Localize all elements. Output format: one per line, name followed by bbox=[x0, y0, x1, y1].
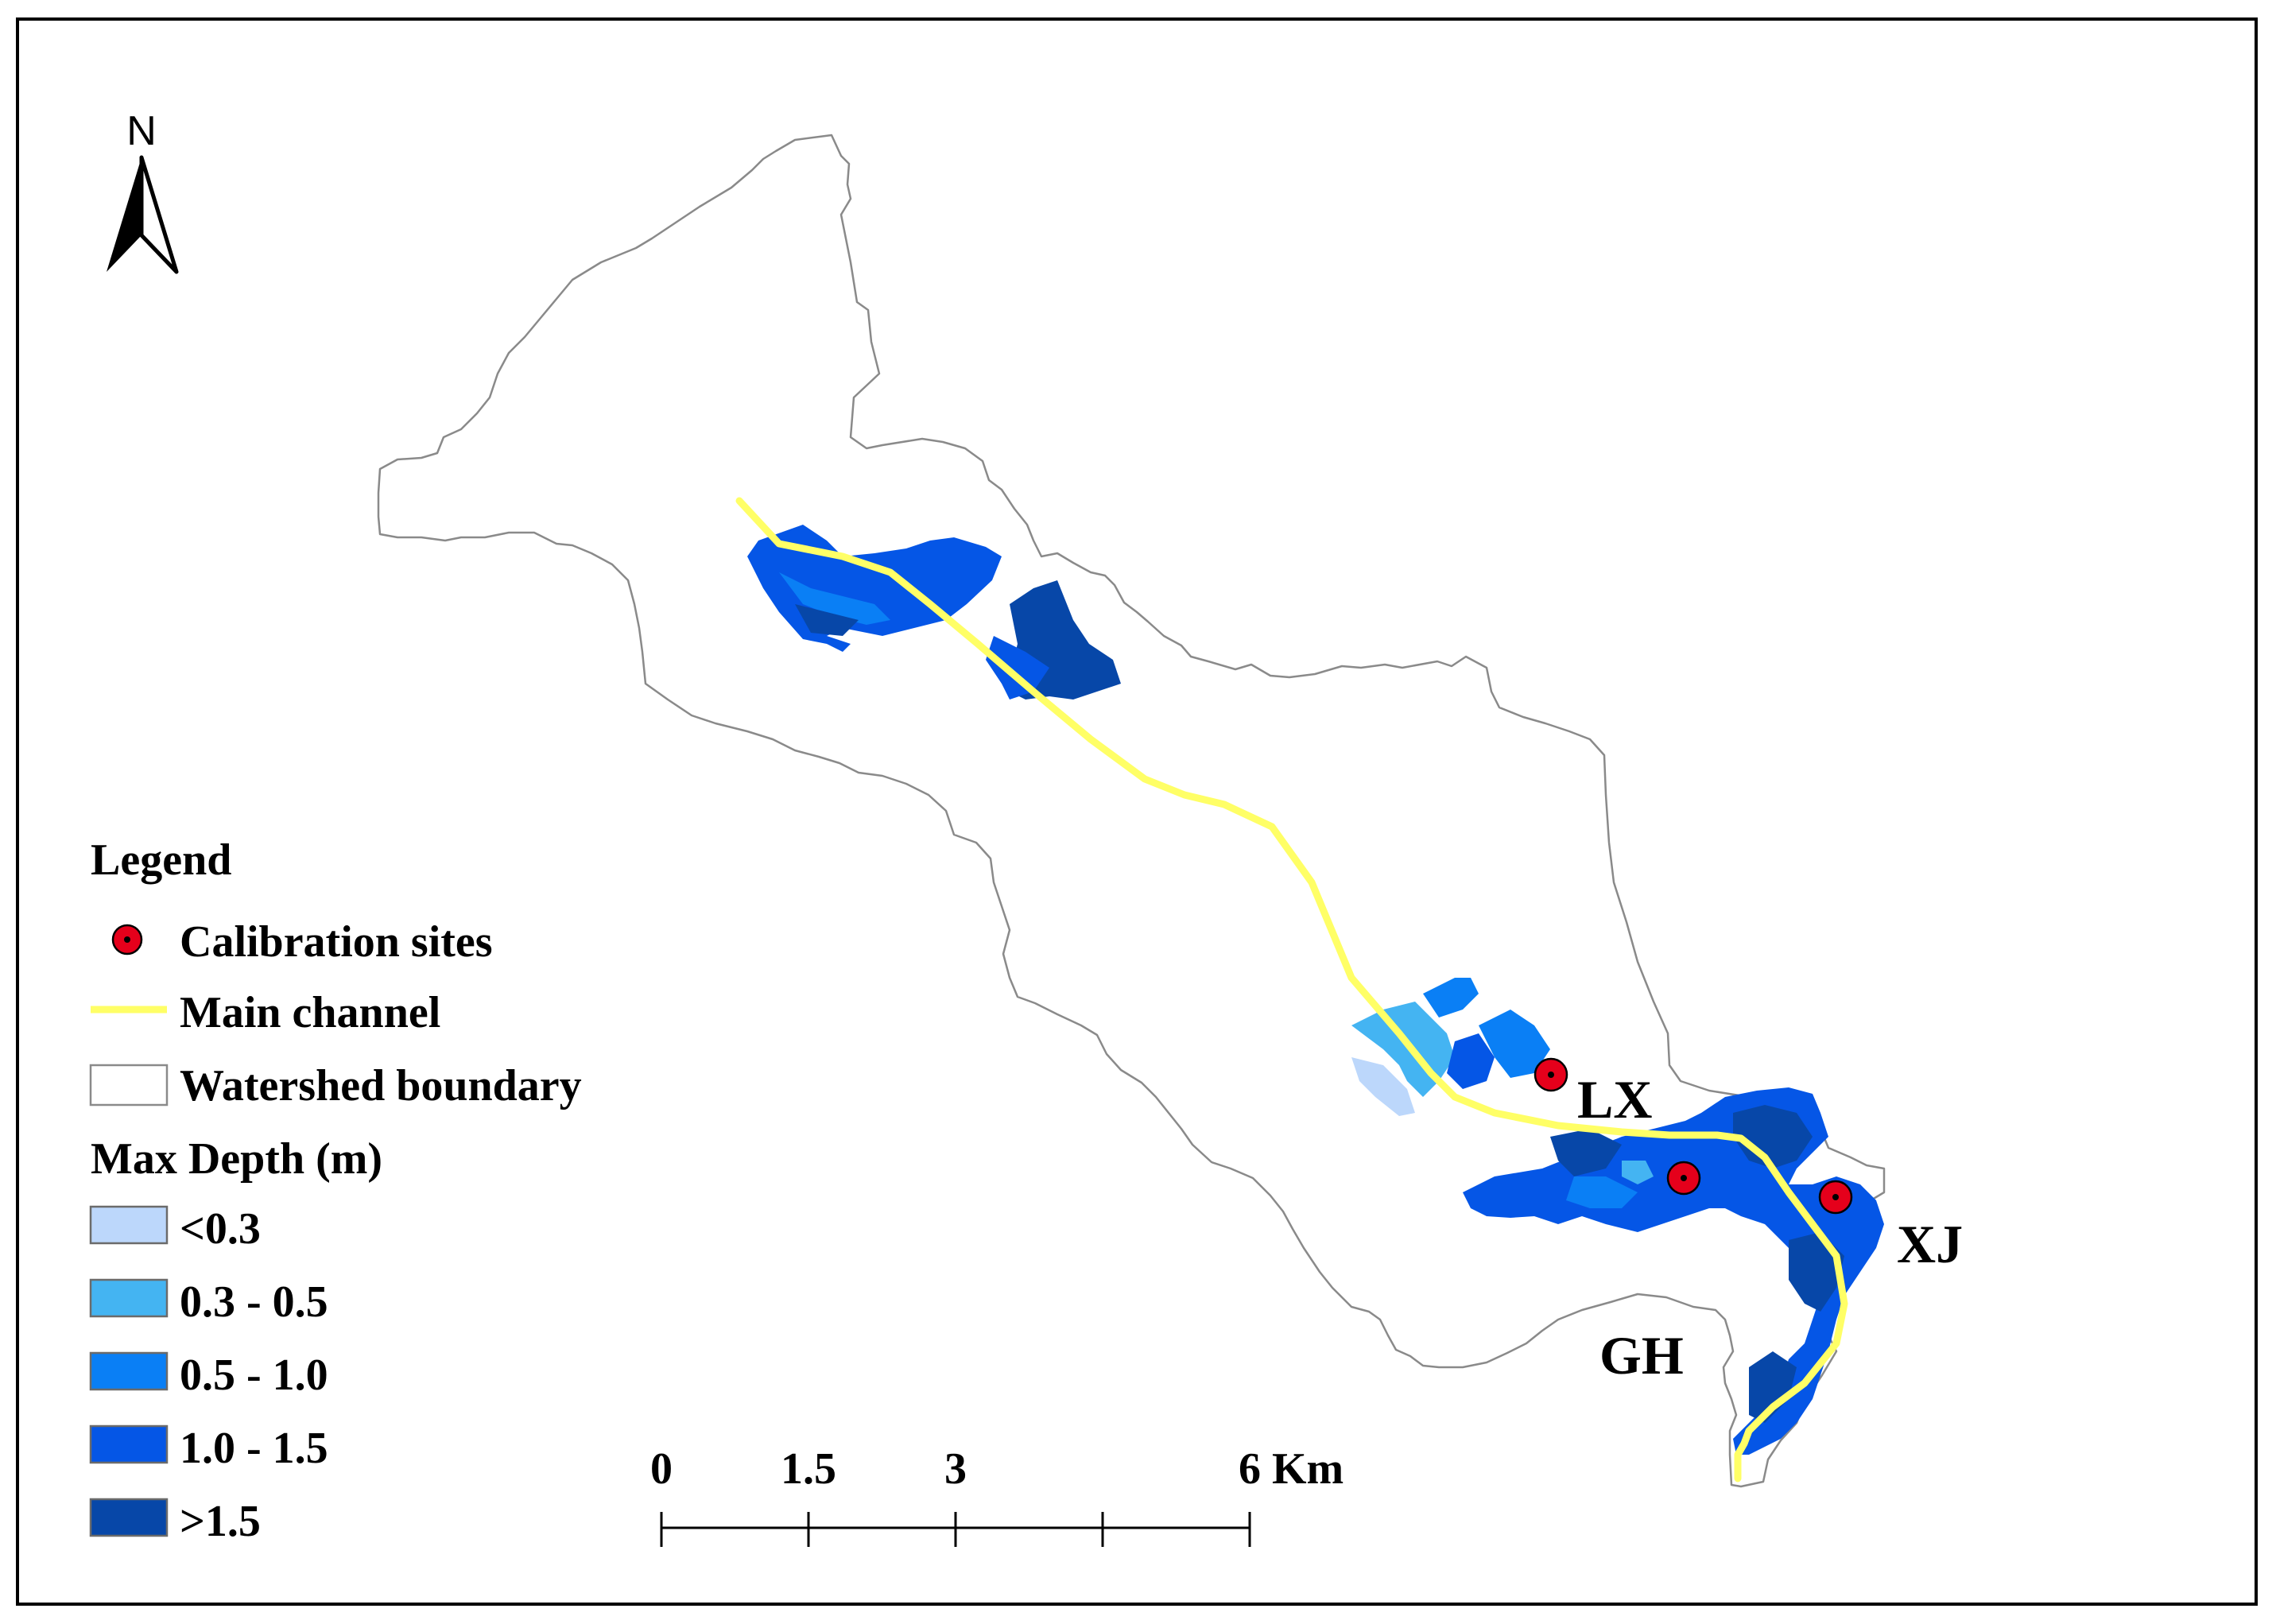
legend-swatch-depth-4 bbox=[89, 1424, 169, 1464]
map-frame bbox=[16, 17, 2258, 1606]
site-marker-xj[interactable] bbox=[1818, 1180, 1853, 1215]
site-label-xj: XJ bbox=[1897, 1214, 1963, 1274]
legend-label-depth-4: 1.0 - 1.5 bbox=[180, 1424, 328, 1473]
north-arrow-label: N bbox=[126, 108, 157, 154]
site-label-gh: GH bbox=[1599, 1325, 1684, 1386]
scale-tick-label-2: 3 bbox=[944, 1444, 967, 1494]
legend: Legend Calibration sites Main channel Wa… bbox=[89, 835, 582, 1546]
scale-bar: 0 1.5 3 6 Km bbox=[650, 1444, 1343, 1547]
legend-boundary-box bbox=[89, 1064, 169, 1107]
scale-tick-label-3: 6 Km bbox=[1239, 1444, 1343, 1494]
legend-depth-title: Max Depth (m) bbox=[91, 1134, 382, 1184]
site-marker-lx[interactable] bbox=[1533, 1057, 1568, 1092]
legend-title: Legend bbox=[91, 835, 231, 885]
flood-extent bbox=[747, 525, 1884, 1455]
north-arrow-icon: N bbox=[107, 108, 179, 274]
legend-swatch-depth-3 bbox=[89, 1351, 169, 1391]
site-label-lx: LX bbox=[1577, 1069, 1652, 1130]
legend-label-depth-5: >1.5 bbox=[180, 1497, 261, 1546]
legend-label-sites: Calibration sites bbox=[180, 917, 493, 967]
legend-label-depth-1: <0.3 bbox=[180, 1204, 261, 1254]
legend-swatch-depth-2 bbox=[89, 1278, 169, 1318]
legend-label-boundary: Watershed boundary bbox=[180, 1061, 582, 1110]
legend-label-channel: Main channel bbox=[180, 988, 440, 1037]
scale-tick-label-0: 0 bbox=[650, 1444, 673, 1494]
scale-tick-label-1: 1.5 bbox=[781, 1444, 836, 1494]
site-marker-gh[interactable] bbox=[1666, 1161, 1701, 1196]
legend-swatch-depth-1 bbox=[89, 1205, 169, 1245]
main-channel-line bbox=[735, 497, 1848, 1483]
legend-label-depth-2: 0.3 - 0.5 bbox=[180, 1277, 328, 1327]
legend-swatch-depth-5 bbox=[89, 1498, 169, 1537]
watershed-boundary bbox=[377, 134, 1886, 1488]
legend-label-depth-3: 0.5 - 1.0 bbox=[180, 1351, 328, 1400]
